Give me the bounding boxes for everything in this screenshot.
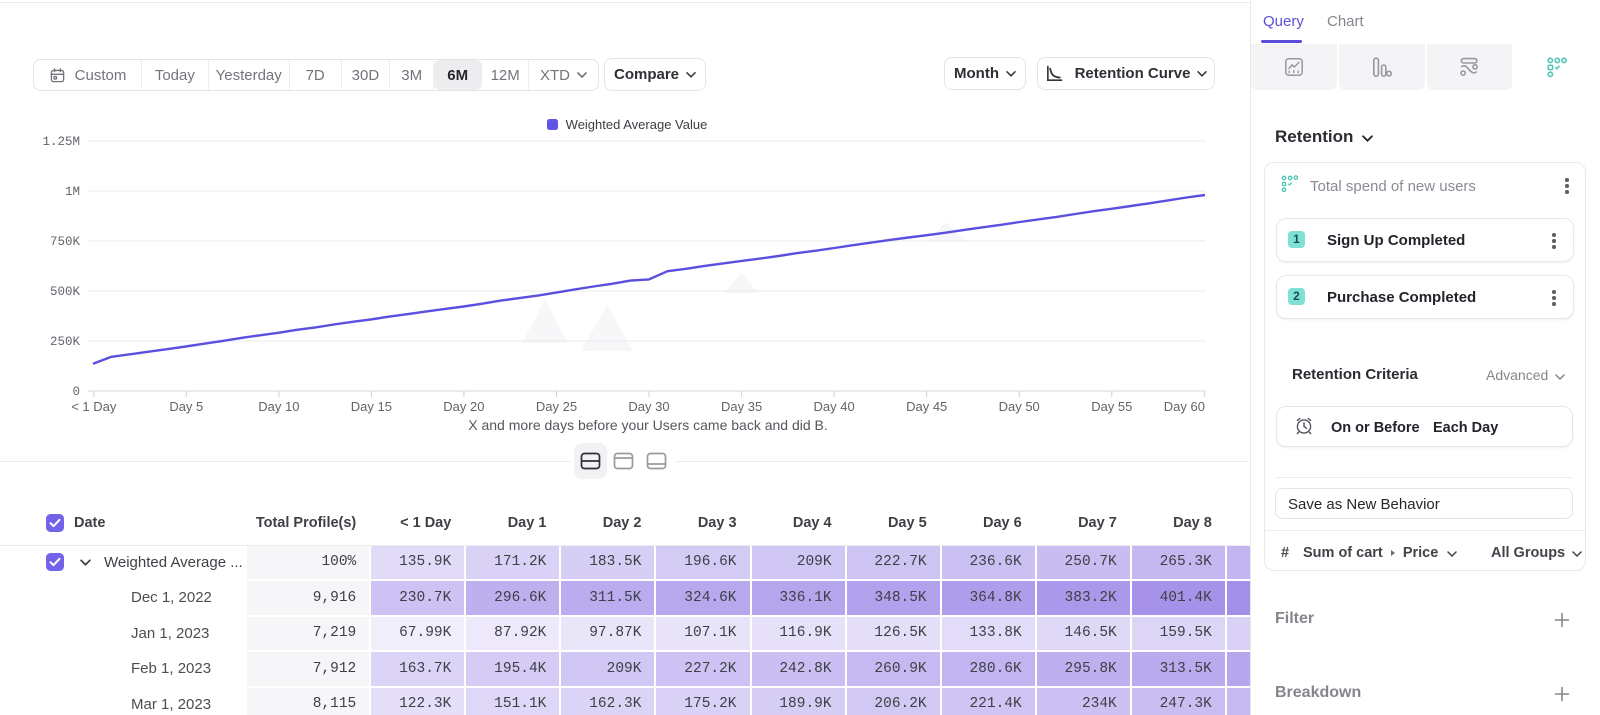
svg-text:Day 60: Day 60 xyxy=(1164,399,1205,414)
svg-text:Day 25: Day 25 xyxy=(536,399,577,414)
svg-text:500K: 500K xyxy=(50,285,81,299)
svg-text:Day 40: Day 40 xyxy=(813,399,854,414)
svg-text:Day 20: Day 20 xyxy=(443,399,484,414)
svg-text:250K: 250K xyxy=(50,335,81,349)
svg-text:Day 5: Day 5 xyxy=(169,399,203,414)
svg-text:0: 0 xyxy=(72,385,80,399)
svg-text:750K: 750K xyxy=(50,235,81,249)
svg-text:Day 55: Day 55 xyxy=(1091,399,1132,414)
svg-text:Day 15: Day 15 xyxy=(351,399,392,414)
svg-text:Day 45: Day 45 xyxy=(906,399,947,414)
svg-text:1M: 1M xyxy=(65,185,80,199)
svg-text:< 1 Day: < 1 Day xyxy=(71,399,117,414)
svg-text:1.25M: 1.25M xyxy=(42,135,80,149)
svg-text:Day 35: Day 35 xyxy=(721,399,762,414)
svg-text:Day 10: Day 10 xyxy=(258,399,299,414)
svg-text:Day 30: Day 30 xyxy=(628,399,669,414)
svg-text:Day 50: Day 50 xyxy=(999,399,1040,414)
